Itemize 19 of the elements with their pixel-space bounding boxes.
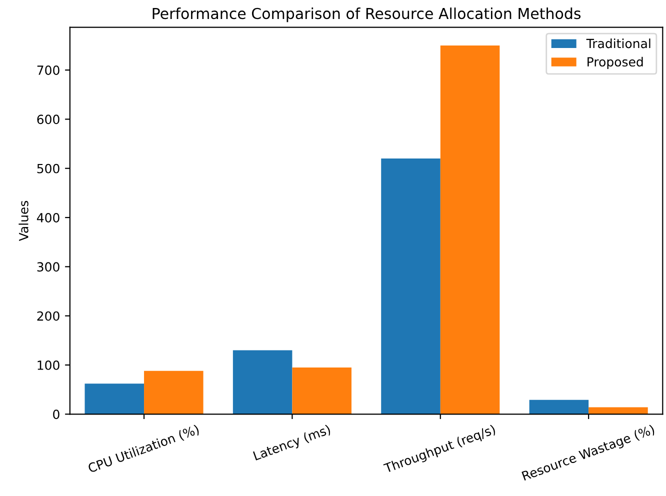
bar bbox=[381, 158, 440, 414]
bar bbox=[84, 384, 144, 414]
y-tick-label: 600 bbox=[37, 114, 60, 124]
bar bbox=[232, 350, 292, 414]
y-tick-label: 100 bbox=[38, 360, 60, 370]
y-tick-label: 700 bbox=[37, 66, 60, 75]
y-axis-title: Values bbox=[18, 200, 28, 242]
bar bbox=[440, 45, 500, 414]
y-tick-label: 200 bbox=[37, 311, 60, 321]
bar bbox=[529, 400, 589, 414]
chart-title: Performance Comparison of Resource Allocation Methods bbox=[152, 8, 581, 22]
y-tick-label: 400 bbox=[36, 212, 60, 222]
bar bbox=[144, 370, 204, 414]
legend-label: Traditional bbox=[586, 38, 650, 48]
legend-label: Proposed bbox=[588, 56, 643, 69]
y-tick-label: 500 bbox=[37, 164, 60, 174]
bar bbox=[292, 367, 352, 414]
y-tick-label: 300 bbox=[37, 262, 60, 272]
y-tick-label: 0 bbox=[53, 410, 60, 420]
